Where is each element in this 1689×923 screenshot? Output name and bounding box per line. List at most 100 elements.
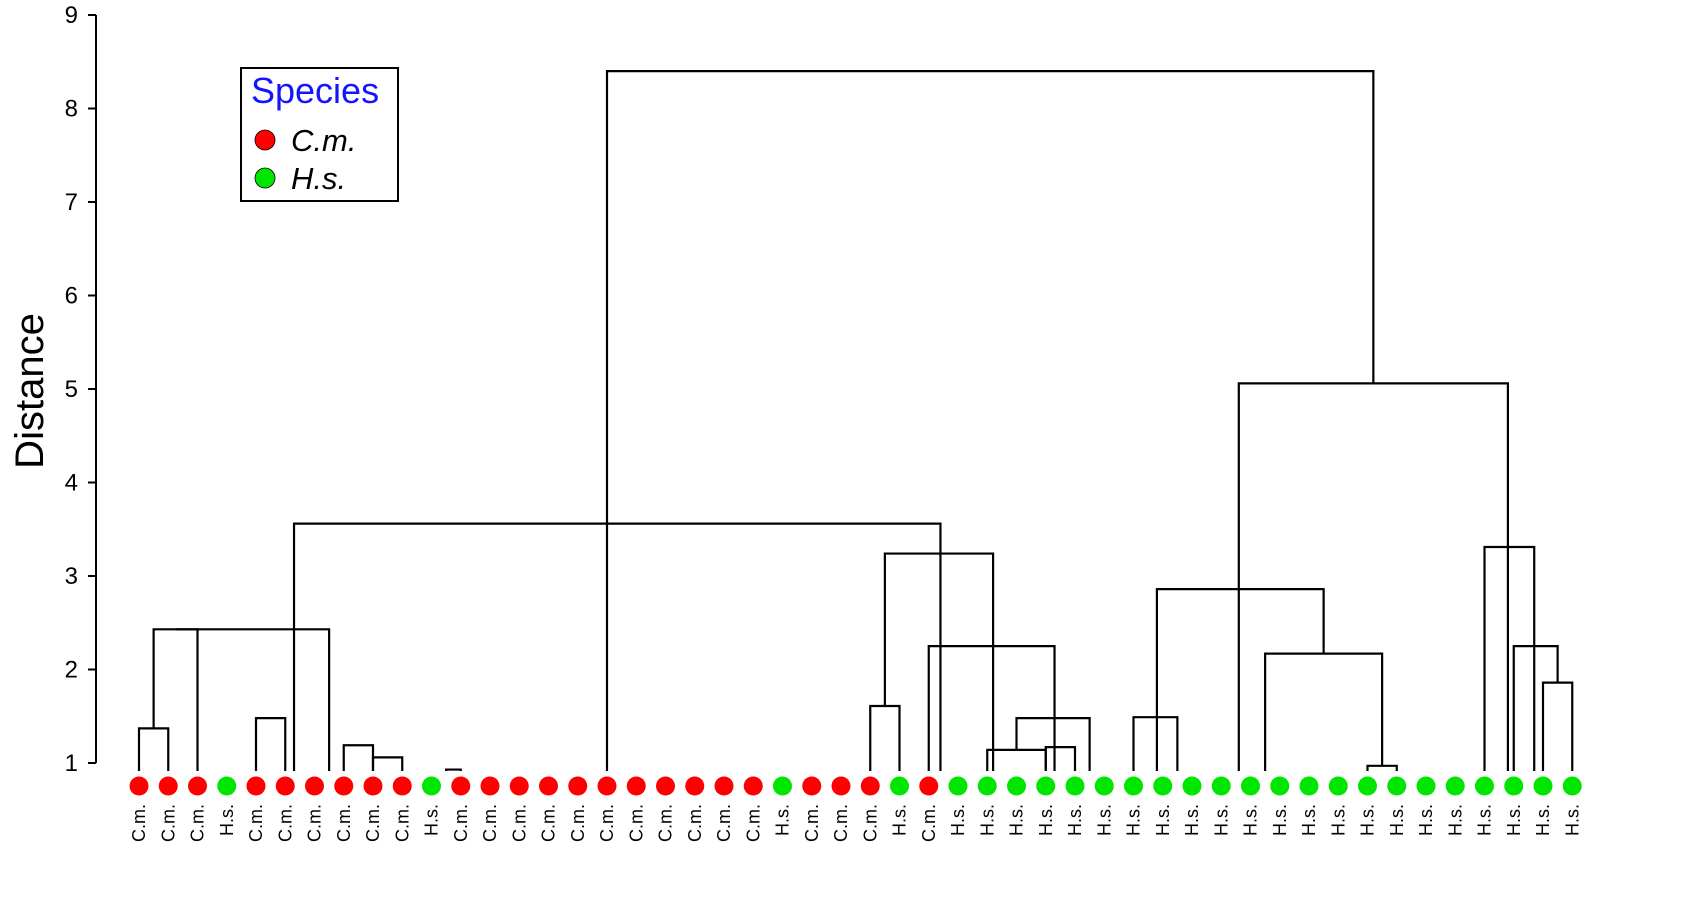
legend: Species C.m.H.s. bbox=[240, 67, 399, 202]
leaf-label: C.m. bbox=[568, 804, 588, 842]
leaf-marker bbox=[1504, 776, 1524, 796]
leaf-marker bbox=[656, 776, 675, 796]
leaf-label: H.s. bbox=[948, 804, 968, 836]
leaf-marker bbox=[743, 776, 763, 796]
leaf-label: H.s. bbox=[1504, 804, 1524, 836]
leaf-marker bbox=[451, 776, 471, 796]
leaf-marker bbox=[392, 776, 412, 796]
leaf-marker bbox=[1153, 776, 1173, 796]
leaf-label: C.m. bbox=[656, 804, 676, 842]
leaf-marker bbox=[1328, 776, 1348, 796]
leaf-marker bbox=[1241, 776, 1260, 796]
leaf-label: C.m. bbox=[802, 804, 822, 842]
dendrogram-link bbox=[1015, 717, 1091, 771]
leaf-label: C.m. bbox=[158, 804, 178, 842]
legend-entry-label: C.m. bbox=[291, 123, 356, 158]
dendrogram-link bbox=[254, 717, 287, 771]
y-tick-label: 9 bbox=[65, 2, 78, 29]
leaf-markers: C.m. C.m. C.m. H.s. C.m. C.m. C.m. C.m. C.m. C.m.… bbox=[129, 776, 1582, 842]
leaf-marker bbox=[363, 776, 383, 796]
leaf-label: H.s. bbox=[1007, 804, 1027, 836]
dendrogram-link bbox=[1155, 587, 1325, 771]
dendrogram-links bbox=[137, 70, 1574, 771]
leaf-label: H.s. bbox=[1065, 804, 1085, 836]
dendrogram-link bbox=[1541, 681, 1574, 771]
leaf-marker bbox=[685, 776, 705, 796]
leaf-marker bbox=[977, 776, 997, 796]
leaf-label: H.s. bbox=[1299, 804, 1319, 836]
y-tick-label: 8 bbox=[65, 96, 78, 123]
legend-entry-label: H.s. bbox=[291, 161, 346, 196]
leaf-marker bbox=[509, 776, 529, 796]
leaf-label: H.s. bbox=[1124, 804, 1144, 836]
dendrogram-link bbox=[1512, 645, 1559, 771]
leaf-marker bbox=[305, 776, 324, 796]
leaf-label: H.s. bbox=[977, 804, 997, 836]
leaf-label: C.m. bbox=[509, 804, 529, 842]
dendrogram-link bbox=[1366, 764, 1398, 771]
leaf-marker bbox=[334, 776, 354, 796]
leaf-marker bbox=[802, 776, 822, 796]
leaf-label: H.s. bbox=[1562, 804, 1582, 836]
y-axis: 1 2 3 4 5 6 7 8 9 bbox=[65, 2, 97, 777]
leaf-label: C.m. bbox=[363, 804, 383, 842]
leaf-marker bbox=[1270, 776, 1290, 796]
leaf-label: H.s. bbox=[1270, 804, 1290, 836]
y-tick-label: 4 bbox=[65, 470, 78, 497]
leaf-marker bbox=[158, 776, 178, 796]
leaf-marker bbox=[597, 776, 617, 796]
dendrogram-link bbox=[1132, 716, 1179, 771]
leaf-label: C.m. bbox=[392, 804, 412, 842]
leaf-label: C.m. bbox=[743, 804, 763, 842]
leaf-label: H.s. bbox=[1094, 804, 1114, 836]
leaf-label: H.s. bbox=[1387, 804, 1407, 836]
leaf-marker bbox=[539, 776, 558, 796]
y-tick-label: 2 bbox=[65, 657, 78, 684]
leaf-label: H.s. bbox=[773, 804, 793, 836]
leaf-label: H.s. bbox=[1328, 804, 1348, 836]
leaf-marker bbox=[1416, 776, 1436, 796]
dendrogram-link bbox=[1264, 652, 1384, 771]
leaf-marker bbox=[480, 776, 500, 796]
dendrogram-link bbox=[137, 727, 170, 771]
dendrogram-link bbox=[175, 628, 331, 771]
leaf-label: C.m. bbox=[626, 804, 646, 842]
leaf-label: C.m. bbox=[539, 804, 559, 842]
leaf-marker bbox=[1124, 776, 1143, 796]
leaf-marker bbox=[1562, 776, 1582, 796]
leaf-label: C.m. bbox=[246, 804, 266, 842]
dendrogram-link bbox=[445, 768, 462, 771]
y-tick-label: 3 bbox=[65, 563, 78, 590]
leaf-label: C.m. bbox=[451, 804, 471, 842]
leaf-label: H.s. bbox=[1358, 804, 1378, 836]
leaf-label: H.s. bbox=[1153, 804, 1173, 836]
leaf-label: C.m. bbox=[919, 804, 939, 842]
y-tick-label: 5 bbox=[65, 376, 78, 403]
y-axis-label: Distance bbox=[8, 313, 52, 469]
leaf-label: H.s. bbox=[1241, 804, 1261, 836]
leaf-marker bbox=[1475, 776, 1494, 796]
leaf-marker bbox=[1007, 776, 1026, 796]
leaf-marker bbox=[831, 776, 851, 796]
leaf-label: C.m. bbox=[275, 804, 295, 842]
leaf-marker bbox=[246, 776, 266, 796]
leaf-marker bbox=[568, 776, 588, 796]
leaf-marker bbox=[1533, 776, 1553, 796]
leaf-label: H.s. bbox=[1211, 804, 1231, 836]
leaf-marker bbox=[714, 776, 734, 796]
leaf-label: H.s. bbox=[1036, 804, 1056, 836]
leaf-label: H.s. bbox=[1416, 804, 1436, 836]
dendrogram-link bbox=[883, 552, 995, 771]
dendrogram-link bbox=[342, 744, 375, 771]
leaf-marker bbox=[1387, 776, 1407, 796]
leaf-marker bbox=[217, 776, 237, 796]
leaf-label: C.m. bbox=[597, 804, 617, 842]
dendrogram-link bbox=[869, 704, 901, 771]
leaf-label: H.s. bbox=[422, 804, 442, 836]
leaf-marker bbox=[1036, 776, 1056, 796]
leaf-label: C.m. bbox=[714, 804, 734, 842]
y-tick-label: 1 bbox=[65, 750, 78, 777]
leaf-marker bbox=[948, 776, 968, 796]
leaf-marker bbox=[919, 776, 939, 796]
